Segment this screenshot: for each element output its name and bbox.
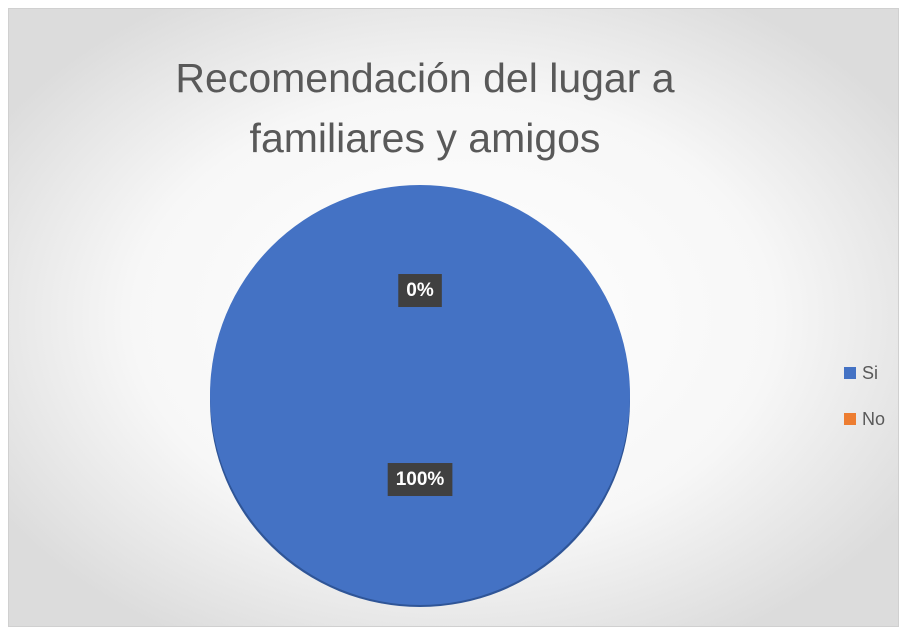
data-label-box	[398, 274, 442, 308]
legend-label: No	[862, 409, 885, 429]
data-label-box	[387, 463, 453, 497]
pie-slice	[210, 185, 630, 605]
chart-title: Recomendación del lugar a familiares y a…	[175, 55, 675, 161]
legend-swatch	[844, 413, 856, 425]
data-label: 100%	[396, 469, 445, 490]
legend-swatch	[844, 367, 856, 379]
data-label: 0%	[406, 280, 434, 301]
legend-label: Si	[862, 363, 878, 383]
